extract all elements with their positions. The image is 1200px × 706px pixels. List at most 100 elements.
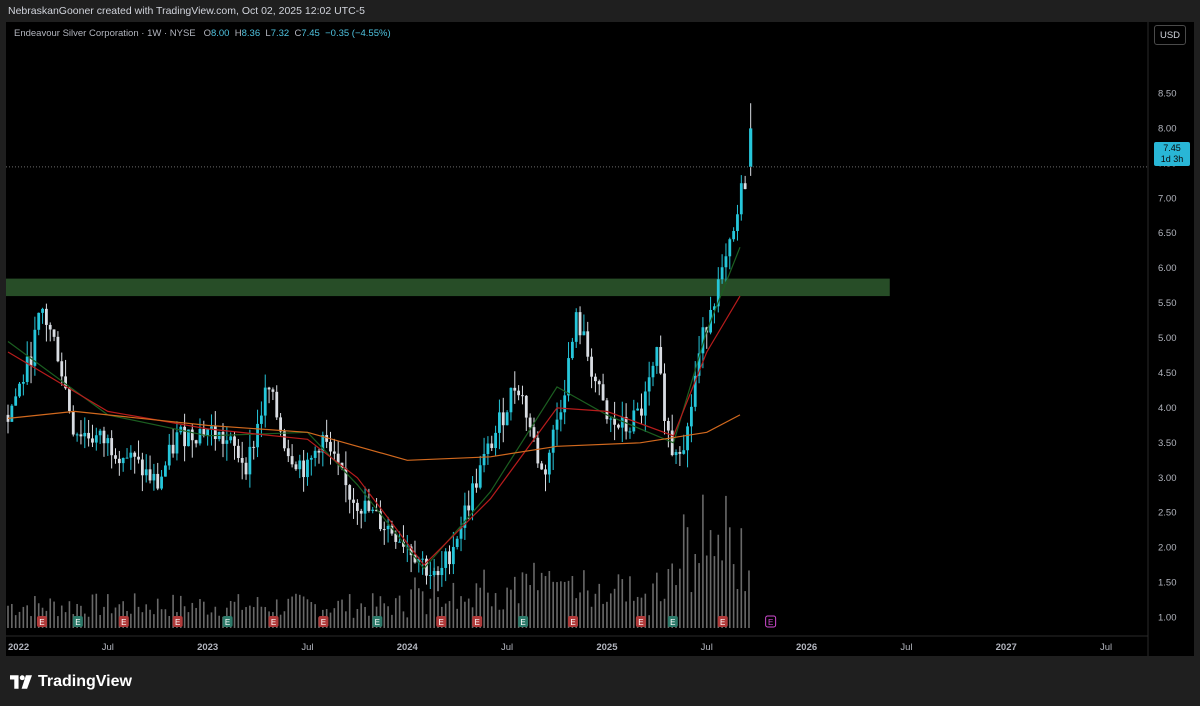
candle-body — [210, 426, 213, 429]
candle-body — [678, 452, 682, 454]
volume-bar — [137, 606, 140, 628]
legend-low: 7.32 — [270, 28, 290, 39]
volume-bar — [621, 579, 624, 628]
candle-body — [693, 375, 697, 407]
volume-bar — [629, 576, 631, 628]
volume-bar — [210, 612, 213, 628]
candle-body — [94, 435, 98, 443]
candle-body — [271, 389, 275, 392]
volume-bar — [606, 601, 608, 628]
candle-body — [432, 571, 436, 576]
volume-bar — [249, 605, 251, 628]
volume-bar — [567, 580, 570, 628]
volume-bar — [418, 588, 420, 628]
candle-body — [294, 464, 298, 470]
volume-bar — [53, 601, 55, 628]
legend-close: 7.45 — [301, 28, 320, 39]
candle-body — [379, 511, 382, 530]
candle-body — [689, 406, 693, 427]
chart-panel[interactable]: 8.508.007.507.006.506.005.505.004.504.00… — [6, 22, 1194, 656]
volume-bar — [156, 598, 159, 628]
volume-bar — [702, 494, 704, 628]
candle-body — [352, 499, 355, 503]
candle-body — [329, 441, 332, 452]
volume-bar — [625, 601, 627, 628]
earnings-marker-label: E — [225, 618, 230, 627]
candle-body — [551, 429, 555, 453]
candle-body — [597, 381, 601, 385]
earnings-marker — [72, 616, 83, 627]
candle-body — [137, 456, 140, 460]
tradingview-logo[interactable]: TradingView — [10, 673, 132, 691]
volume-bar — [329, 612, 332, 628]
volume-bar — [517, 603, 520, 628]
candle-body — [697, 353, 701, 376]
candle-body — [398, 541, 402, 543]
earnings-marker — [635, 616, 646, 627]
x-tick-label: Jul — [301, 642, 313, 653]
volume-bar — [241, 609, 243, 628]
price-chart[interactable]: 8.508.007.507.006.506.005.505.004.504.00… — [6, 22, 1194, 656]
volume-bar — [379, 596, 382, 628]
candle-body — [102, 430, 106, 444]
candle-body — [482, 454, 486, 466]
volume-bar — [153, 614, 155, 628]
candle-body — [252, 446, 256, 448]
chart-legend: Endeavour Silver Corporation · 1W · NYSE… — [14, 28, 391, 39]
candle-body — [37, 312, 41, 330]
last-price-countdown: 1d 3h — [1160, 154, 1184, 164]
candle-body — [440, 567, 444, 576]
last-price-value: 7.45 — [1163, 143, 1181, 153]
y-tick-label: 4.50 — [1158, 368, 1177, 379]
volume-bar — [310, 601, 313, 628]
candle-body — [240, 457, 244, 463]
earnings-marker — [717, 616, 728, 627]
candle-body — [628, 431, 632, 433]
volume-bar — [203, 601, 205, 628]
y-tick-label: 2.00 — [1158, 543, 1177, 554]
candle-body — [248, 446, 252, 475]
volume-bar — [352, 617, 355, 628]
volume-bar — [164, 609, 167, 628]
earnings-marker — [667, 616, 678, 627]
legend-open-label: O — [203, 28, 211, 39]
candle-body — [148, 469, 152, 481]
candle-body — [521, 395, 524, 397]
earnings-marker-label: E — [570, 618, 575, 627]
volume-bar — [694, 554, 697, 628]
volume-bar — [302, 596, 305, 628]
candle-body — [701, 327, 705, 354]
footer: TradingView — [0, 656, 1200, 706]
brand-name: TradingView — [38, 673, 132, 690]
volume-bar — [76, 603, 78, 628]
earnings-marker — [118, 616, 129, 627]
candle-body — [79, 434, 83, 437]
volume-bar — [636, 596, 639, 628]
candle-body — [263, 387, 267, 416]
volume-bar — [513, 576, 516, 628]
volume-bar — [721, 560, 723, 628]
candle-body — [509, 387, 513, 413]
earnings-marker — [36, 616, 47, 627]
candle-body — [313, 450, 317, 458]
volume-bar — [107, 594, 109, 628]
tradingview-icon — [10, 675, 32, 689]
last-price-tag: 7.45 1d 3h — [1154, 142, 1190, 166]
candle-body — [344, 468, 348, 486]
candle-body — [202, 429, 206, 436]
earnings-marker-label: E — [271, 618, 276, 627]
volume-bar — [145, 604, 148, 628]
candle-body — [448, 551, 451, 565]
volume-bar — [433, 567, 435, 628]
candle-body — [114, 455, 117, 459]
candle-body — [164, 465, 167, 477]
candle-body — [302, 460, 306, 478]
candle-body — [413, 555, 417, 563]
volume-bar — [725, 495, 727, 628]
candle-body — [428, 575, 432, 577]
candle-body — [716, 279, 720, 307]
currency-button[interactable]: USD — [1154, 25, 1186, 45]
candle-body — [417, 558, 421, 563]
candle-body — [713, 306, 716, 310]
candle-body — [259, 415, 263, 424]
